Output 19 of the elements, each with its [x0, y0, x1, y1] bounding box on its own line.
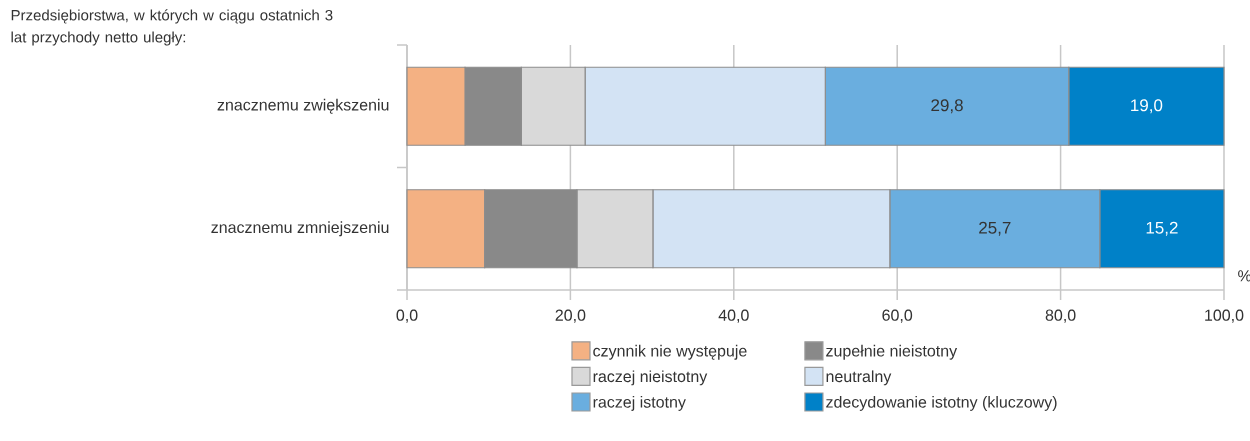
legend-label: raczej istotny	[593, 395, 686, 411]
data-label: 15,2	[1146, 221, 1178, 236]
legend-label: neutralny	[826, 370, 892, 386]
data-label: 29,8	[931, 99, 963, 114]
text: Przedsiębiorstwa, w których w ciągu ostatnich 3 lat przychody netto uległy:	[11, 9, 333, 46]
legend-label: zdecydowanie istotny (kluczowy)	[826, 395, 1057, 411]
legend-label: zupełnie nieistotny	[826, 344, 958, 360]
legend-label: raczej nieistotny	[593, 370, 708, 386]
legend-label: czynnik nie występuje	[593, 344, 747, 360]
x-tick-label: 100,0	[1205, 309, 1244, 323]
x-tick-label: 0,0	[396, 309, 418, 323]
y-tick-label: znacznemu zwiększeniu	[217, 98, 389, 114]
x-tick-label: 60,0	[882, 309, 913, 323]
y-tick-label: znacznemu zmniejszeniu	[211, 221, 389, 237]
x-tick-label: 20,0	[555, 309, 586, 323]
x-tick-label: 40,0	[718, 309, 749, 323]
data-label: 25,7	[979, 221, 1011, 236]
data-label: 19,0	[1131, 99, 1163, 114]
x-tick-label: 80,0	[1045, 309, 1076, 323]
